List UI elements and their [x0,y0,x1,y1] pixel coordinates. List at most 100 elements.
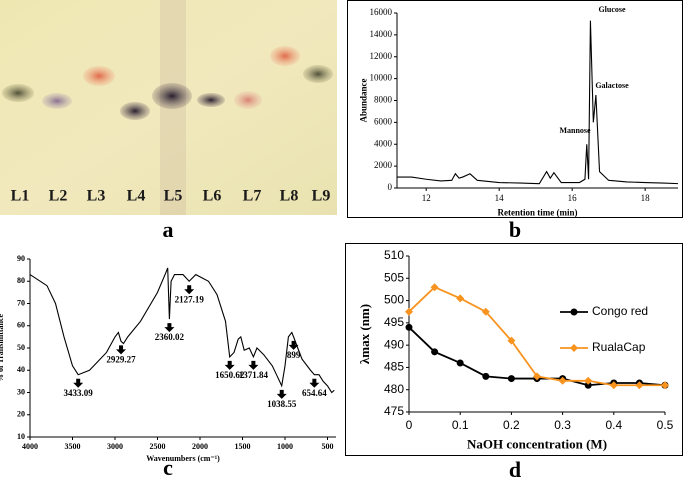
y-tick-label: 480 [384,382,404,396]
marker [558,376,567,385]
marker [481,307,490,316]
peak-arrow [164,323,175,333]
y-tick-label: 90 [17,254,25,263]
y-axis-label: Abundance [359,78,369,122]
annotation: Mannose [559,126,591,135]
y-tick-label: 14000 [370,29,393,39]
y-tick-label: 510 [384,248,404,262]
peak-label: 2127.19 [175,294,205,304]
peak-arrow [309,378,320,388]
panel-label: c [163,455,173,480]
lane-label: L3 [87,188,106,205]
marker [405,307,413,316]
y-tick-label: 6000 [374,116,393,126]
lane-label: L9 [312,188,331,205]
y-tick-label: 495 [384,315,404,329]
x-tick-label: 500 [322,442,334,451]
peak-arrow [73,378,84,388]
x-tick-label: 12 [422,193,431,203]
peak-label: 1371.84 [239,370,269,380]
panel-label: d [509,457,521,482]
marker [609,381,618,390]
x-tick-label: 0.1 [452,418,469,432]
y-tick-label: 8000 [374,95,393,105]
peak-arrow [248,360,259,370]
x-tick-label: 0.4 [605,418,622,432]
y-tick-label: 4000 [374,138,393,148]
spot [197,93,225,107]
peak-label: 1650.62 [215,370,245,380]
marker [507,336,516,345]
y-axis-label: % of Transmittance [0,313,5,382]
lane-label: L7 [243,188,262,205]
spot [270,46,300,66]
spot [234,91,262,109]
x-tick-label: 18 [641,193,651,203]
y-tick-label: 50 [17,343,25,352]
spot [303,65,333,83]
x-tick-label: 16 [568,193,578,203]
x-tick-label: 4000 [22,442,38,451]
peak-arrow [224,360,235,370]
panel-border [347,0,683,218]
peak-arrow [276,389,287,399]
peak-arrow [288,340,299,350]
legend-marker [570,308,578,316]
peak-arrow [184,285,195,295]
marker [533,372,541,381]
marker [584,376,593,385]
lane-label: L2 [49,188,68,205]
y-tick-label: 500 [384,293,404,307]
series-line [397,20,679,185]
marker [456,294,465,303]
x-tick-label: 3000 [107,442,123,451]
x-tick-label: 0 [406,418,413,432]
x-tick-label: 0.2 [503,418,520,432]
x-axis-label: Wavenumbers (cm⁻¹) [146,454,220,463]
marker [430,283,439,292]
x-tick-label: 2500 [150,442,166,451]
x-tick-label: 0.5 [657,418,674,432]
lane-label: L5 [164,188,183,205]
annotation: Galactose [595,81,629,90]
peak-label: 2929.27 [106,354,136,364]
annotation: Glucose [598,5,626,14]
y-tick-label: 10000 [370,73,393,83]
spot [83,66,115,86]
spot [152,83,192,109]
y-tick-label: 475 [384,404,404,418]
y-tick-label: 30 [17,387,25,396]
series-line [29,267,335,394]
x-tick-label: 3500 [65,442,81,451]
marker [661,381,669,390]
y-tick-label: 60 [17,321,25,330]
marker [405,323,413,331]
y-tick-label: 40 [17,365,25,374]
marker [635,381,644,390]
y-tick-label: 70 [17,298,25,307]
lane-label: L8 [280,188,299,205]
spot [2,84,34,102]
legend-marker [570,344,578,352]
y-tick-label: 490 [384,337,404,351]
y-tick-label: 80 [17,276,25,285]
peak-label: 654.64 [302,388,327,398]
marker [507,375,515,383]
y-tick-label: 16000 [370,7,393,17]
y-tick-label: 485 [384,360,404,374]
peak-label: 1038.55 [267,399,297,409]
x-tick-label: 2000 [192,442,208,451]
series-line [408,286,665,387]
panel-label: b [509,217,521,242]
tlc-plate: L1 L2 L3 L4 L5 L6 L7 L8 L9 [0,0,337,215]
y-tick-label: 12000 [370,51,393,61]
lane-label: L6 [203,188,222,205]
legend-label: RualaCap [592,340,646,354]
lane-label: L4 [127,188,146,205]
x-axis-label: Retention time (min) [498,207,578,217]
y-tick-label: 20 [17,410,25,419]
marker [431,348,439,356]
x-tick-label: 0.3 [554,418,571,432]
lane-label: L1 [11,188,30,205]
